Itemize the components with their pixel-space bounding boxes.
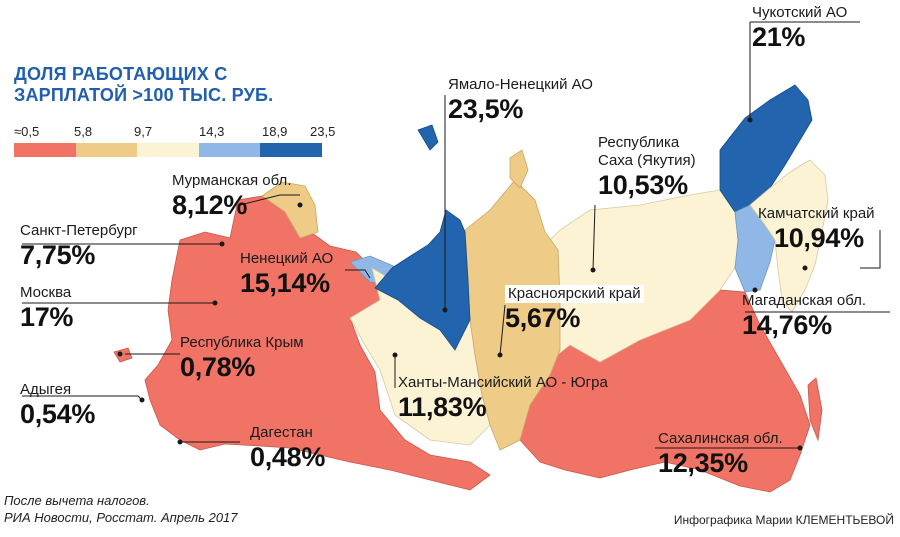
legend-tick: 9,7 (134, 124, 153, 139)
dot-adygea (139, 397, 145, 403)
region-taimyr (509, 149, 529, 189)
legend-tick: ≈0,5 (14, 124, 40, 139)
legend-tick: 14,3 (199, 124, 225, 139)
footnote-line2: РИА Новости, Росстат. Апрель 2017 (4, 510, 238, 525)
legend-swatch (260, 143, 322, 157)
legend-swatch (75, 143, 138, 157)
region-krasnoyarsk (464, 179, 561, 451)
footnote-line1: После вычета налогов. (4, 493, 150, 508)
region-value: 0,78% (180, 352, 256, 382)
label-magadan: Магаданская обл. 14,76% (742, 292, 866, 340)
legend-title-line2: ЗАРПЛАТОЙ >100 ТЫС. РУБ. (14, 85, 274, 105)
label-crimea: Республика Крым 0,78% (180, 334, 304, 382)
label-yakutia: Республика Саха (Якутия) 10,53% (598, 134, 696, 200)
dot-krasnoyarsk (497, 352, 503, 358)
region-name: Ямало-Ненецкий АО (448, 76, 593, 93)
legend-tick: 23,5 (310, 124, 336, 139)
region-name: Санкт-Петербург (20, 222, 138, 239)
label-nenets: Ненецкий АО 15,14% (240, 250, 333, 298)
region-value: 23,5% (448, 94, 524, 124)
dot-crimea (117, 351, 123, 357)
region-name-line2: Саха (Якутия) (598, 152, 696, 169)
region-value: 0,54% (20, 399, 96, 429)
region-name: Адыгея (20, 381, 72, 398)
region-novaya-zemlya (417, 124, 439, 151)
region-crimea (113, 347, 133, 363)
region-value: 11,83% (398, 392, 487, 422)
leader-kamchatka (860, 230, 881, 269)
legend-tick: 18,9 (262, 124, 288, 139)
region-sakhalin (807, 377, 823, 442)
region-name: Мурманская обл. (172, 172, 292, 189)
legend-tick: 5,8 (74, 124, 93, 139)
dot-chukotka (747, 117, 753, 123)
dot-moscow (212, 300, 218, 306)
region-value: 12,35% (658, 448, 748, 478)
region-name: Камчатский край (758, 205, 875, 222)
label-moscow: Москва 17% (20, 284, 73, 332)
region-name: Ханты-Мансийский АО - Югра (398, 374, 608, 391)
region-value: 21% (752, 22, 806, 52)
dot-magadan (752, 287, 758, 293)
dot-kamchatka (802, 265, 808, 271)
region-name: Магаданская обл. (742, 292, 867, 309)
legend-title: ДОЛЯ РАБОТАЮЩИХ С ЗАРПЛАТОЙ >100 ТЫС. РУ… (14, 64, 273, 106)
region-yamal (374, 209, 471, 351)
label-yamal: Ямало-Ненецкий АО 23,5% (448, 76, 593, 124)
dot-yamal (442, 307, 448, 313)
dot-khmao (392, 352, 398, 358)
region-value: 10,53% (598, 170, 688, 200)
legend-color-bar (14, 143, 322, 157)
legend-swatch (137, 143, 199, 157)
label-chukotka: Чукотский АО 21% (752, 4, 847, 52)
region-name: Дагестан (250, 424, 313, 441)
region-value: 5,67% (505, 303, 581, 333)
region-kamchatka (749, 159, 829, 313)
region-name: Республика Крым (180, 334, 304, 351)
region-name: Красноярский край (505, 285, 644, 303)
region-value: 14,76% (742, 310, 832, 340)
label-khmao: Ханты-Мансийский АО - Югра 11,83% (398, 374, 608, 422)
leader-krasnoyarsk (499, 304, 506, 356)
region-value: 17% (20, 302, 74, 332)
dot-sakhalin (797, 445, 803, 451)
region-value: 8,12% (172, 190, 248, 220)
label-spb: Санкт-Петербург 7,75% (20, 222, 138, 270)
region-value: 7,75% (20, 240, 96, 270)
dot-yakutia (590, 267, 596, 273)
region-name: Чукотский АО (752, 4, 848, 21)
region-name: Москва (20, 284, 72, 301)
region-value: 10,94% (774, 223, 864, 253)
label-krasnoyarsk: Красноярский край 5,67% (505, 285, 644, 333)
dot-spb (219, 241, 225, 247)
legend-tick-labels: ≈0,5 5,8 9,7 14,3 18,9 23,5 (14, 124, 335, 140)
region-name: Сахалинская обл. (658, 430, 783, 447)
legend-swatch (14, 143, 76, 157)
legend-swatch (198, 143, 261, 157)
footnote: После вычета налогов. РИА Новости, Росст… (4, 492, 238, 526)
dot-dagestan (177, 439, 183, 445)
credit: Инфографика Марии КЛЕМЕНТЬЕВОЙ (673, 513, 894, 527)
leader-murmansk (239, 194, 300, 206)
dot-murmansk (297, 202, 303, 208)
region-name: Республика (598, 134, 680, 151)
label-dagestan: Дагестан 0,48% (250, 424, 325, 472)
leader-yakutia (592, 204, 596, 271)
region-value: 0,48% (250, 442, 326, 472)
region-name: Ненецкий АО (240, 250, 334, 267)
leader-nenets (345, 269, 371, 279)
label-adygea: Адыгея 0,54% (20, 381, 95, 429)
label-murmansk: Мурманская обл. 8,12% (172, 172, 291, 220)
legend-title-line1: ДОЛЯ РАБОТАЮЩИХ С (14, 64, 228, 84)
region-value: 15,14% (240, 268, 330, 298)
label-kamchatka: Камчатский край 10,94% (758, 205, 875, 253)
label-sakhalin: Сахалинская обл. 12,35% (658, 430, 783, 478)
